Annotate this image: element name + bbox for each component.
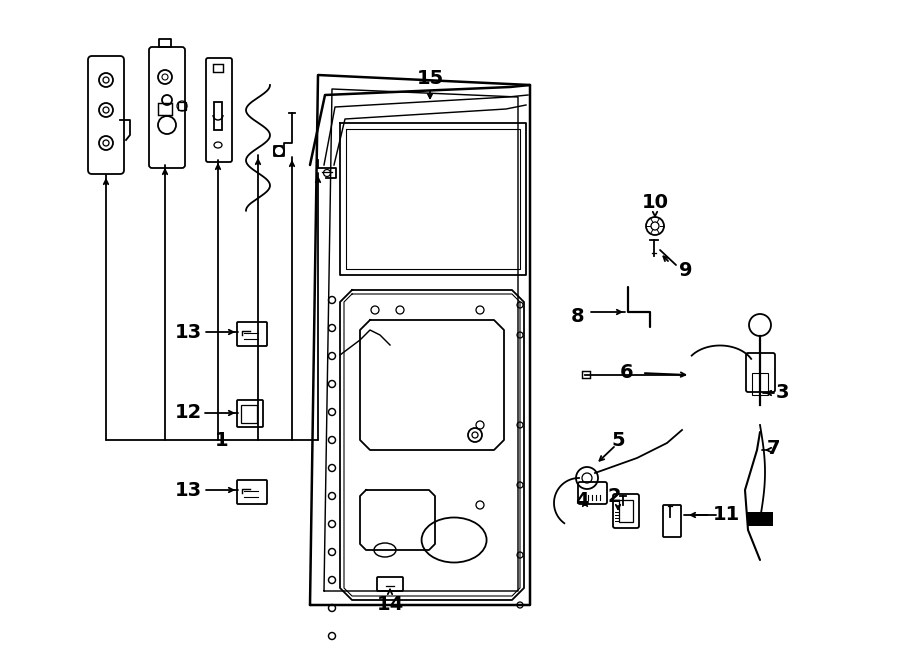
Text: 12: 12 [175,403,202,422]
Bar [158,103,172,115]
Text: 13: 13 [175,481,202,500]
Text: 13: 13 [175,323,202,342]
Bar [619,500,633,522]
Text: 9: 9 [680,260,693,280]
Text: 11: 11 [713,506,740,524]
Text: 2: 2 [608,488,621,506]
Text: 8: 8 [572,307,585,325]
Bar [582,371,590,378]
Text: 7: 7 [766,438,779,457]
Bar [213,64,223,72]
Text: 5: 5 [611,430,625,449]
Text: 6: 6 [620,364,634,383]
Bar [214,102,222,130]
Text: 14: 14 [376,594,403,613]
Bar [241,405,257,423]
Text: 1: 1 [215,430,229,449]
Text: 3: 3 [775,383,788,403]
Bar [178,102,186,110]
Text: 4: 4 [575,490,589,510]
Text: 10: 10 [642,192,669,212]
Text: 15: 15 [417,69,444,87]
Bar [752,373,768,395]
